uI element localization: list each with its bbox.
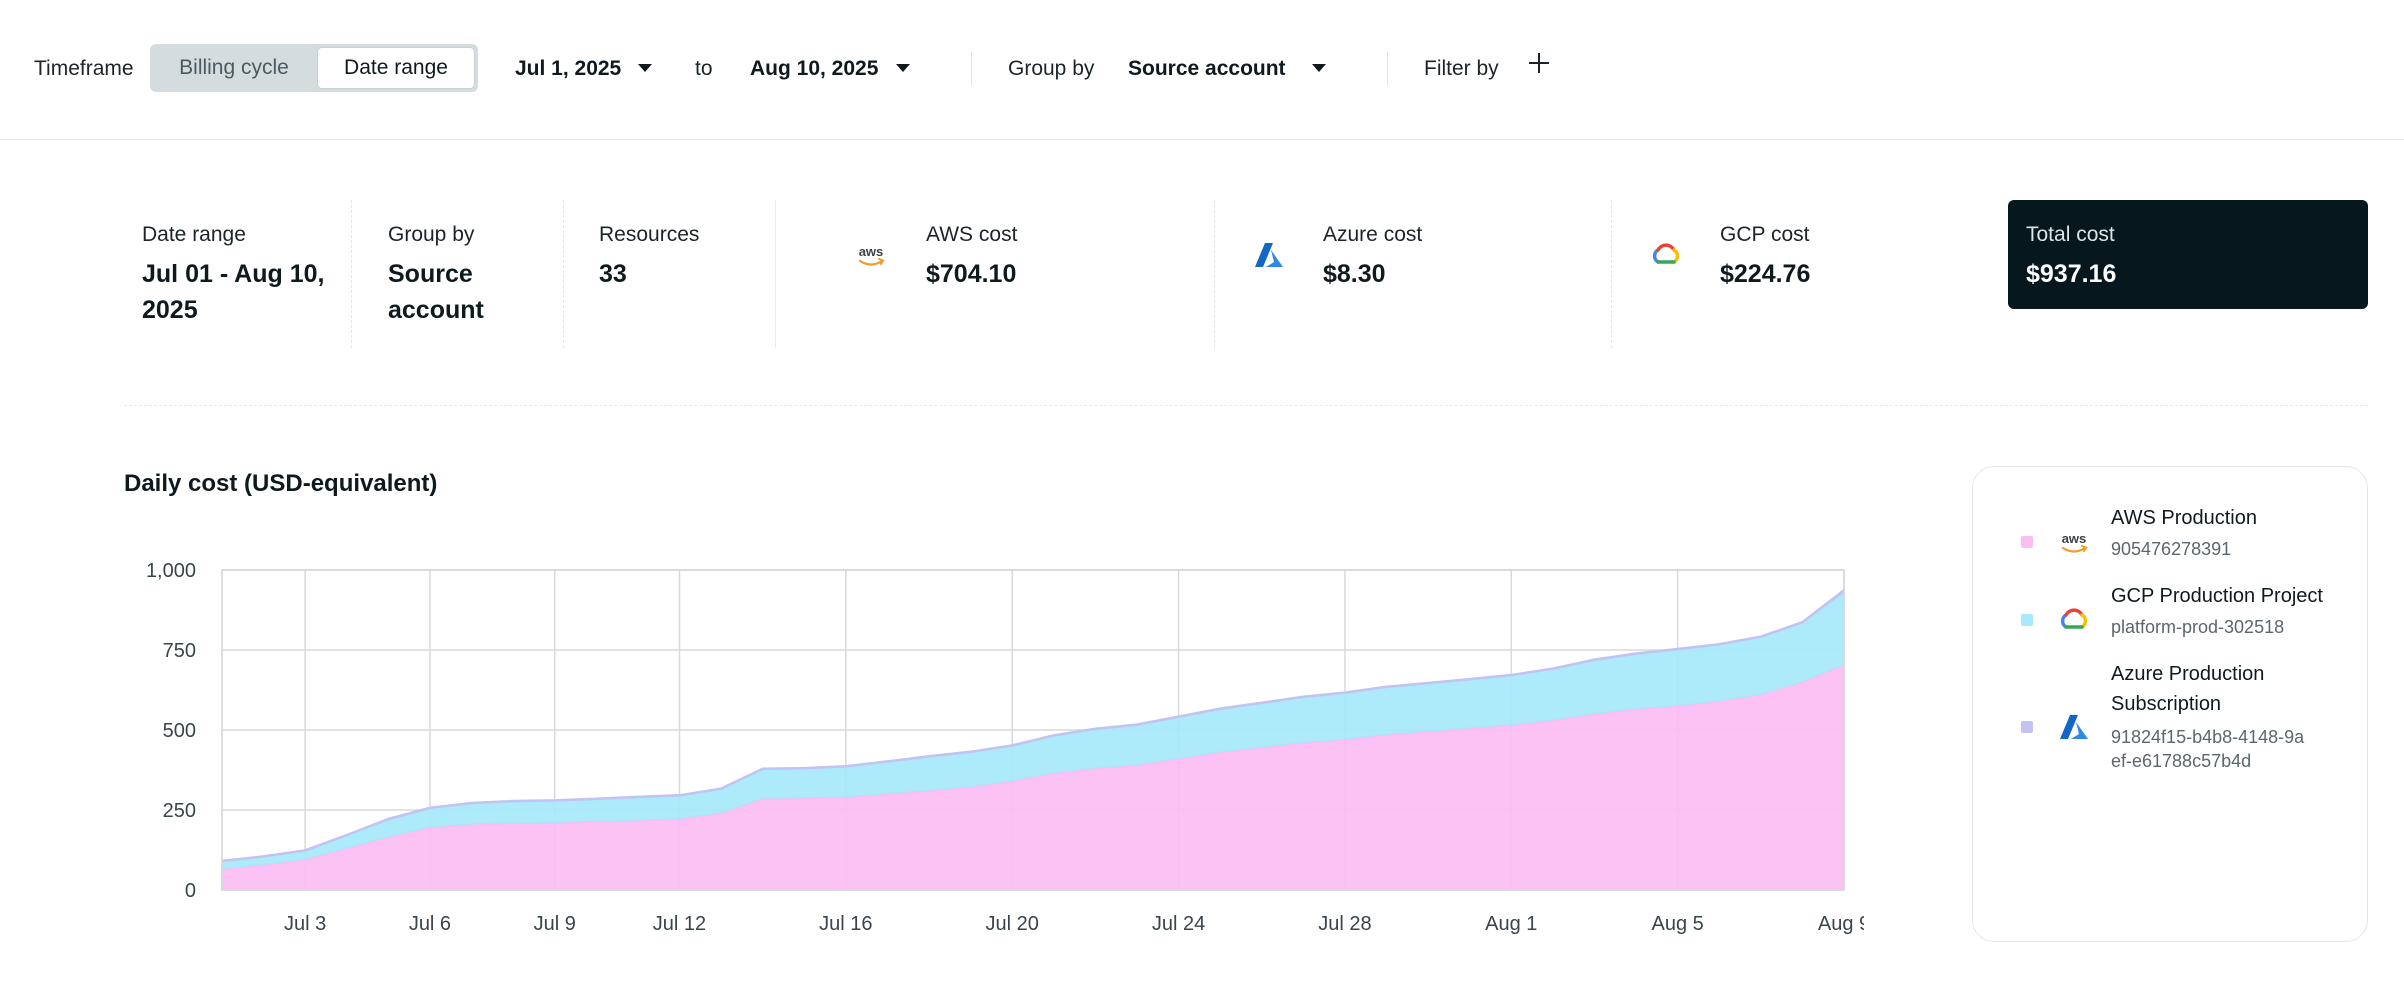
azure-cost-label: Azure cost — [1323, 223, 1423, 246]
divider — [1611, 200, 1612, 348]
group-by-stat-label: Group by — [388, 223, 475, 246]
legend-item-name-cont: Subscription — [2111, 693, 2222, 715]
end-date-value[interactable]: Aug 10, 2025 — [750, 57, 879, 80]
resources-stat-value: 33 — [599, 260, 627, 288]
filter-by-label: Filter by — [1424, 57, 1499, 80]
total-cost-value: $937.16 — [2026, 260, 2117, 288]
y-axis-labels: 0 250 500 750 1,000 — [146, 560, 196, 902]
date-range-tab[interactable]: Date range — [318, 48, 474, 88]
legend-swatch — [2021, 721, 2033, 733]
gcp-logo-icon — [1652, 243, 1680, 264]
legend-swatch — [2021, 536, 2033, 548]
chart-title: Daily cost (USD-equivalent) — [124, 470, 438, 497]
azure-logo-icon — [1255, 243, 1283, 267]
aws-cost-value: $704.10 — [926, 260, 1017, 288]
y-tick-label: 1,000 — [146, 560, 196, 582]
y-tick-label: 0 — [185, 880, 196, 902]
group-by-stat-value: Source — [388, 260, 473, 288]
toolbar: Timeframe Billing cycle Date range Jul 1… — [0, 0, 2404, 140]
azure-cost-value: $8.30 — [1323, 260, 1386, 288]
billing-cycle-tab[interactable]: Billing cycle — [179, 56, 289, 79]
group-by-label: Group by — [1008, 57, 1095, 80]
start-date-value[interactable]: Jul 1, 2025 — [515, 57, 622, 80]
y-tick-label: 500 — [163, 720, 196, 742]
chart-legend: aws AWS Production 905476278391 GCP Prod… — [1972, 466, 2368, 942]
x-tick-label: Jul 6 — [409, 913, 451, 935]
section-divider — [124, 405, 2368, 406]
legend-item-aws-production[interactable]: aws AWS Production 905476278391 — [1973, 503, 2369, 563]
aws-logo-icon: aws — [859, 244, 885, 266]
x-tick-label: Jul 28 — [1318, 913, 1371, 935]
legend-item-account-id: 905476278391 — [2111, 539, 2232, 559]
legend-item-project-id: platform-prod-302518 — [2111, 617, 2285, 637]
x-tick-label: Jul 20 — [986, 913, 1039, 935]
legend-item-azure-production-subscription[interactable]: Azure Production Subscription 91824f15-b… — [1973, 659, 2369, 799]
divider — [351, 200, 352, 348]
x-tick-label: Jul 24 — [1152, 913, 1205, 935]
divider — [1387, 52, 1388, 86]
gcp-cost-label: GCP cost — [1720, 223, 1810, 246]
legend-item-subscription-id: 91824f15-b4b8-4148-9aef-e61788c57b4d — [2111, 727, 2305, 771]
divider — [775, 200, 776, 348]
divider — [563, 200, 564, 348]
chevron-down-icon[interactable] — [638, 64, 652, 72]
legend-item-name: GCP Production Project — [2111, 585, 2323, 607]
y-tick-label: 250 — [163, 800, 196, 822]
divider — [971, 52, 972, 86]
group-by-value[interactable]: Source account — [1128, 57, 1286, 80]
add-filter-icon[interactable] — [1528, 52, 1550, 74]
aws-logo-icon: aws — [2062, 531, 2088, 553]
x-tick-label: Aug 5 — [1652, 913, 1704, 935]
x-tick-label: Jul 3 — [284, 913, 326, 935]
timeframe-segmented-control: Billing cycle Date range — [150, 44, 478, 92]
chevron-down-icon[interactable] — [896, 64, 910, 72]
series-edge-aws-production — [221, 663, 1845, 871]
area-series-gcp-production-project — [222, 592, 1844, 870]
x-tick-label: Jul 12 — [653, 913, 706, 935]
x-axis-labels: Jul 3 Jul 6 Jul 9 Jul 12 Jul 16 Jul 20 Jul 24 J… — [284, 913, 1864, 935]
svg-text:aws: aws — [859, 244, 884, 259]
legend-item-name: AWS Production — [2111, 507, 2257, 529]
x-tick-label: Aug 1 — [1485, 913, 1537, 935]
legend-item-name: Azure Production — [2111, 663, 2265, 685]
aws-cost-label: AWS cost — [926, 223, 1018, 246]
resources-stat-label: Resources — [599, 223, 700, 246]
divider — [1214, 200, 1215, 348]
to-label: to — [695, 57, 713, 80]
y-tick-label: 750 — [163, 640, 196, 662]
plot-frame-top — [221, 569, 1845, 891]
date-range-stat-value-cont: 2025 — [142, 296, 198, 324]
total-cost-card: Total cost $937.16 — [2008, 200, 2368, 309]
x-tick-label: Aug 9 — [1818, 913, 1864, 935]
legend-swatch — [2021, 614, 2033, 626]
azure-logo-icon — [2060, 715, 2088, 739]
date-range-stat-label: Date range — [142, 223, 246, 246]
total-cost-label: Total cost — [2026, 223, 2115, 246]
chart-areas — [221, 569, 1845, 891]
gcp-logo-icon — [2060, 608, 2088, 629]
svg-text:aws: aws — [2062, 531, 2087, 546]
legend-item-gcp-production-project[interactable]: GCP Production Project platform-prod-302… — [1973, 581, 2369, 641]
chevron-down-icon[interactable] — [1312, 64, 1326, 72]
group-by-stat-value-cont: account — [388, 296, 484, 324]
gcp-cost-value: $224.76 — [1720, 260, 1811, 288]
series-edge-azure-production-subscription — [221, 589, 1845, 863]
x-tick-label: Jul 9 — [534, 913, 576, 935]
timeframe-label: Timeframe — [34, 57, 134, 80]
x-tick-label: Jul 16 — [819, 913, 872, 935]
date-range-stat-value: Jul 01 - Aug 10, — [142, 260, 325, 288]
